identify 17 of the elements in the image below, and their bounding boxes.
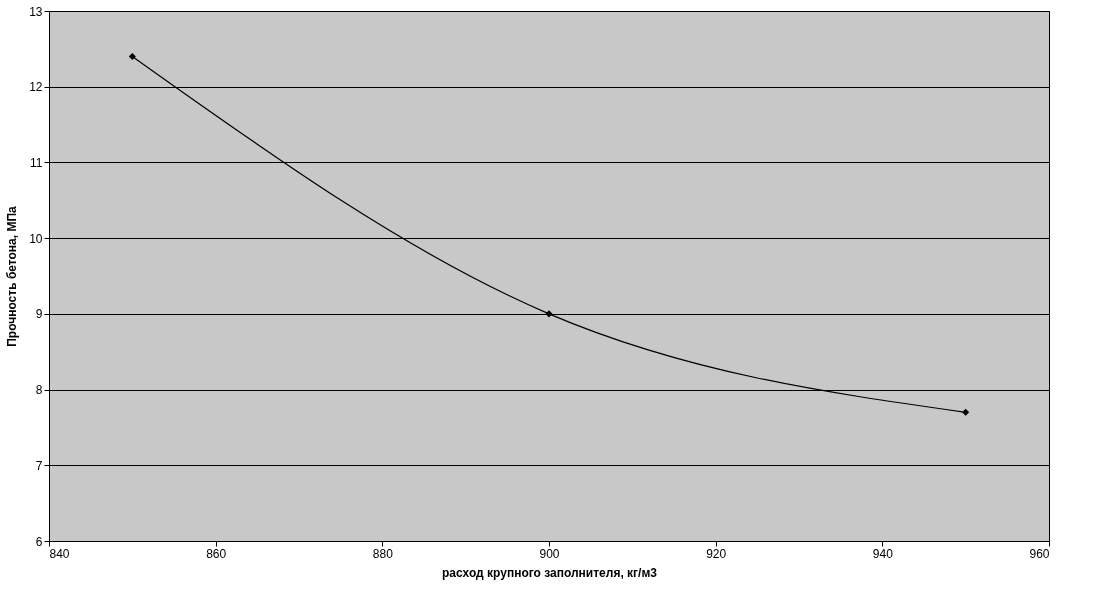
y-axis-title: Прочность бетона, МПа xyxy=(5,205,20,347)
x-tick-label: 960 xyxy=(1029,546,1050,561)
y-tick-label: 11 xyxy=(30,155,43,170)
y-tick-label: 6 xyxy=(35,534,43,549)
y-tick-label: 13 xyxy=(29,4,43,19)
x-tick-label: 840 xyxy=(49,546,70,561)
y-tick-label: 8 xyxy=(35,383,43,398)
y-tick-label: 7 xyxy=(35,458,43,473)
x-tick-label: 940 xyxy=(872,546,894,561)
x-tick-label: 900 xyxy=(539,546,560,561)
x-tick-label: 920 xyxy=(706,546,727,561)
x-axis-title: расход крупного заполнителя, кг/м3 xyxy=(442,565,658,580)
x-tick-label: 880 xyxy=(372,546,394,561)
x-tick-label: 860 xyxy=(206,546,227,561)
y-tick-label: 9 xyxy=(35,307,43,322)
y-tick-label: 10 xyxy=(29,231,43,246)
y-tick-label: 12 xyxy=(29,80,43,95)
